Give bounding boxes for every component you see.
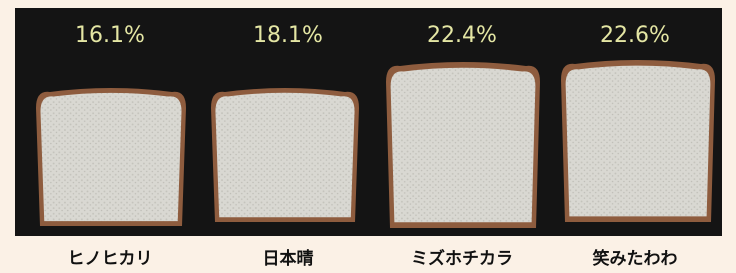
percent-label: 16.1% <box>75 23 145 48</box>
bread-slice <box>561 60 715 222</box>
variety-label: ヒノヒカリ <box>68 249 153 269</box>
variety-label: ミズホチカラ <box>411 248 513 269</box>
crumb <box>215 93 354 218</box>
percent-label: 22.6% <box>600 23 670 48</box>
variety-label: 笑みたわわ <box>593 248 678 269</box>
percent-label: 18.1% <box>253 23 323 48</box>
percent-label: 22.4% <box>427 23 497 48</box>
crumb <box>41 93 182 221</box>
bread-slice <box>36 88 186 226</box>
crumb <box>566 66 711 217</box>
variety-label: 日本晴 <box>263 248 314 269</box>
page: 16.1%ヒノヒカリ18.1%日本晴22.4%ミズホチカラ22.6%笑みたわわ … <box>0 0 736 273</box>
scene: 16.1% ヒノヒカリ 18.1% 日本晴 22.4% ミズホチカラ 22.6% 笑みたわわ <box>0 0 736 273</box>
bread-slice <box>386 62 540 228</box>
crumb <box>391 68 536 222</box>
bread-slice <box>211 88 359 222</box>
